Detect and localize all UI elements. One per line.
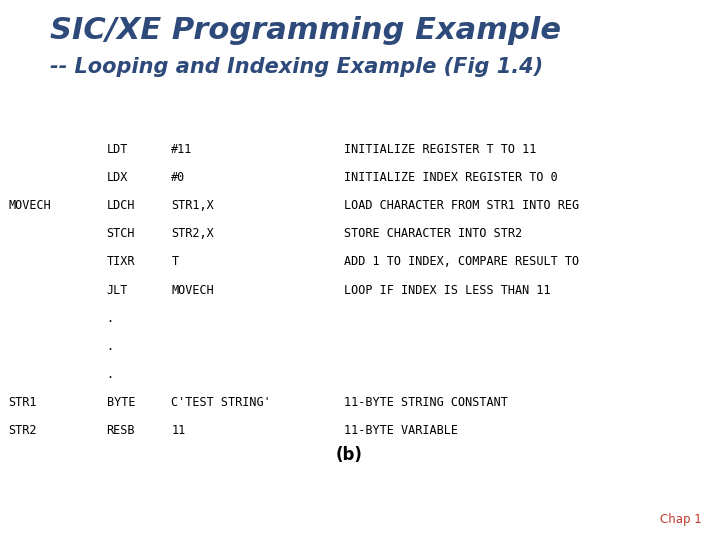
Text: LDX: LDX [107, 171, 128, 184]
Text: 11-BYTE VARIABLE: 11-BYTE VARIABLE [344, 424, 458, 437]
Text: STR2,X: STR2,X [171, 227, 214, 240]
Text: MOVECH: MOVECH [171, 284, 214, 296]
Text: JLT: JLT [107, 284, 128, 296]
Text: -- Looping and Indexing Example (Fig 1.4): -- Looping and Indexing Example (Fig 1.4… [50, 57, 544, 77]
Text: LDT: LDT [107, 143, 128, 156]
Text: #11: #11 [171, 143, 193, 156]
Text: STCH: STCH [107, 227, 135, 240]
Text: (b): (b) [336, 446, 363, 463]
Text: 11: 11 [171, 424, 186, 437]
Text: STR2: STR2 [9, 424, 37, 437]
Text: .: . [107, 312, 114, 325]
Text: LDCH: LDCH [107, 199, 135, 212]
Text: #0: #0 [171, 171, 186, 184]
Text: STR1: STR1 [9, 396, 37, 409]
Text: INITIALIZE INDEX REGISTER TO 0: INITIALIZE INDEX REGISTER TO 0 [344, 171, 558, 184]
Text: SIC/XE Programming Example: SIC/XE Programming Example [50, 16, 562, 45]
Text: ADD 1 TO INDEX, COMPARE RESULT TO: ADD 1 TO INDEX, COMPARE RESULT TO [344, 255, 580, 268]
Text: LOAD CHARACTER FROM STR1 INTO REG: LOAD CHARACTER FROM STR1 INTO REG [344, 199, 580, 212]
Text: INITIALIZE REGISTER T TO 11: INITIALIZE REGISTER T TO 11 [344, 143, 536, 156]
Text: RESB: RESB [107, 424, 135, 437]
Text: MOVECH: MOVECH [9, 199, 51, 212]
Text: BYTE: BYTE [107, 396, 135, 409]
Text: STR1,X: STR1,X [171, 199, 214, 212]
Text: C'TEST STRING': C'TEST STRING' [171, 396, 271, 409]
Text: Chap 1: Chap 1 [660, 514, 702, 526]
Text: TIXR: TIXR [107, 255, 135, 268]
Text: .: . [107, 368, 114, 381]
Text: LOOP IF INDEX IS LESS THAN 11: LOOP IF INDEX IS LESS THAN 11 [344, 284, 551, 296]
Text: T: T [171, 255, 179, 268]
Text: .: . [107, 340, 114, 353]
Text: STORE CHARACTER INTO STR2: STORE CHARACTER INTO STR2 [344, 227, 522, 240]
Text: 11-BYTE STRING CONSTANT: 11-BYTE STRING CONSTANT [344, 396, 508, 409]
